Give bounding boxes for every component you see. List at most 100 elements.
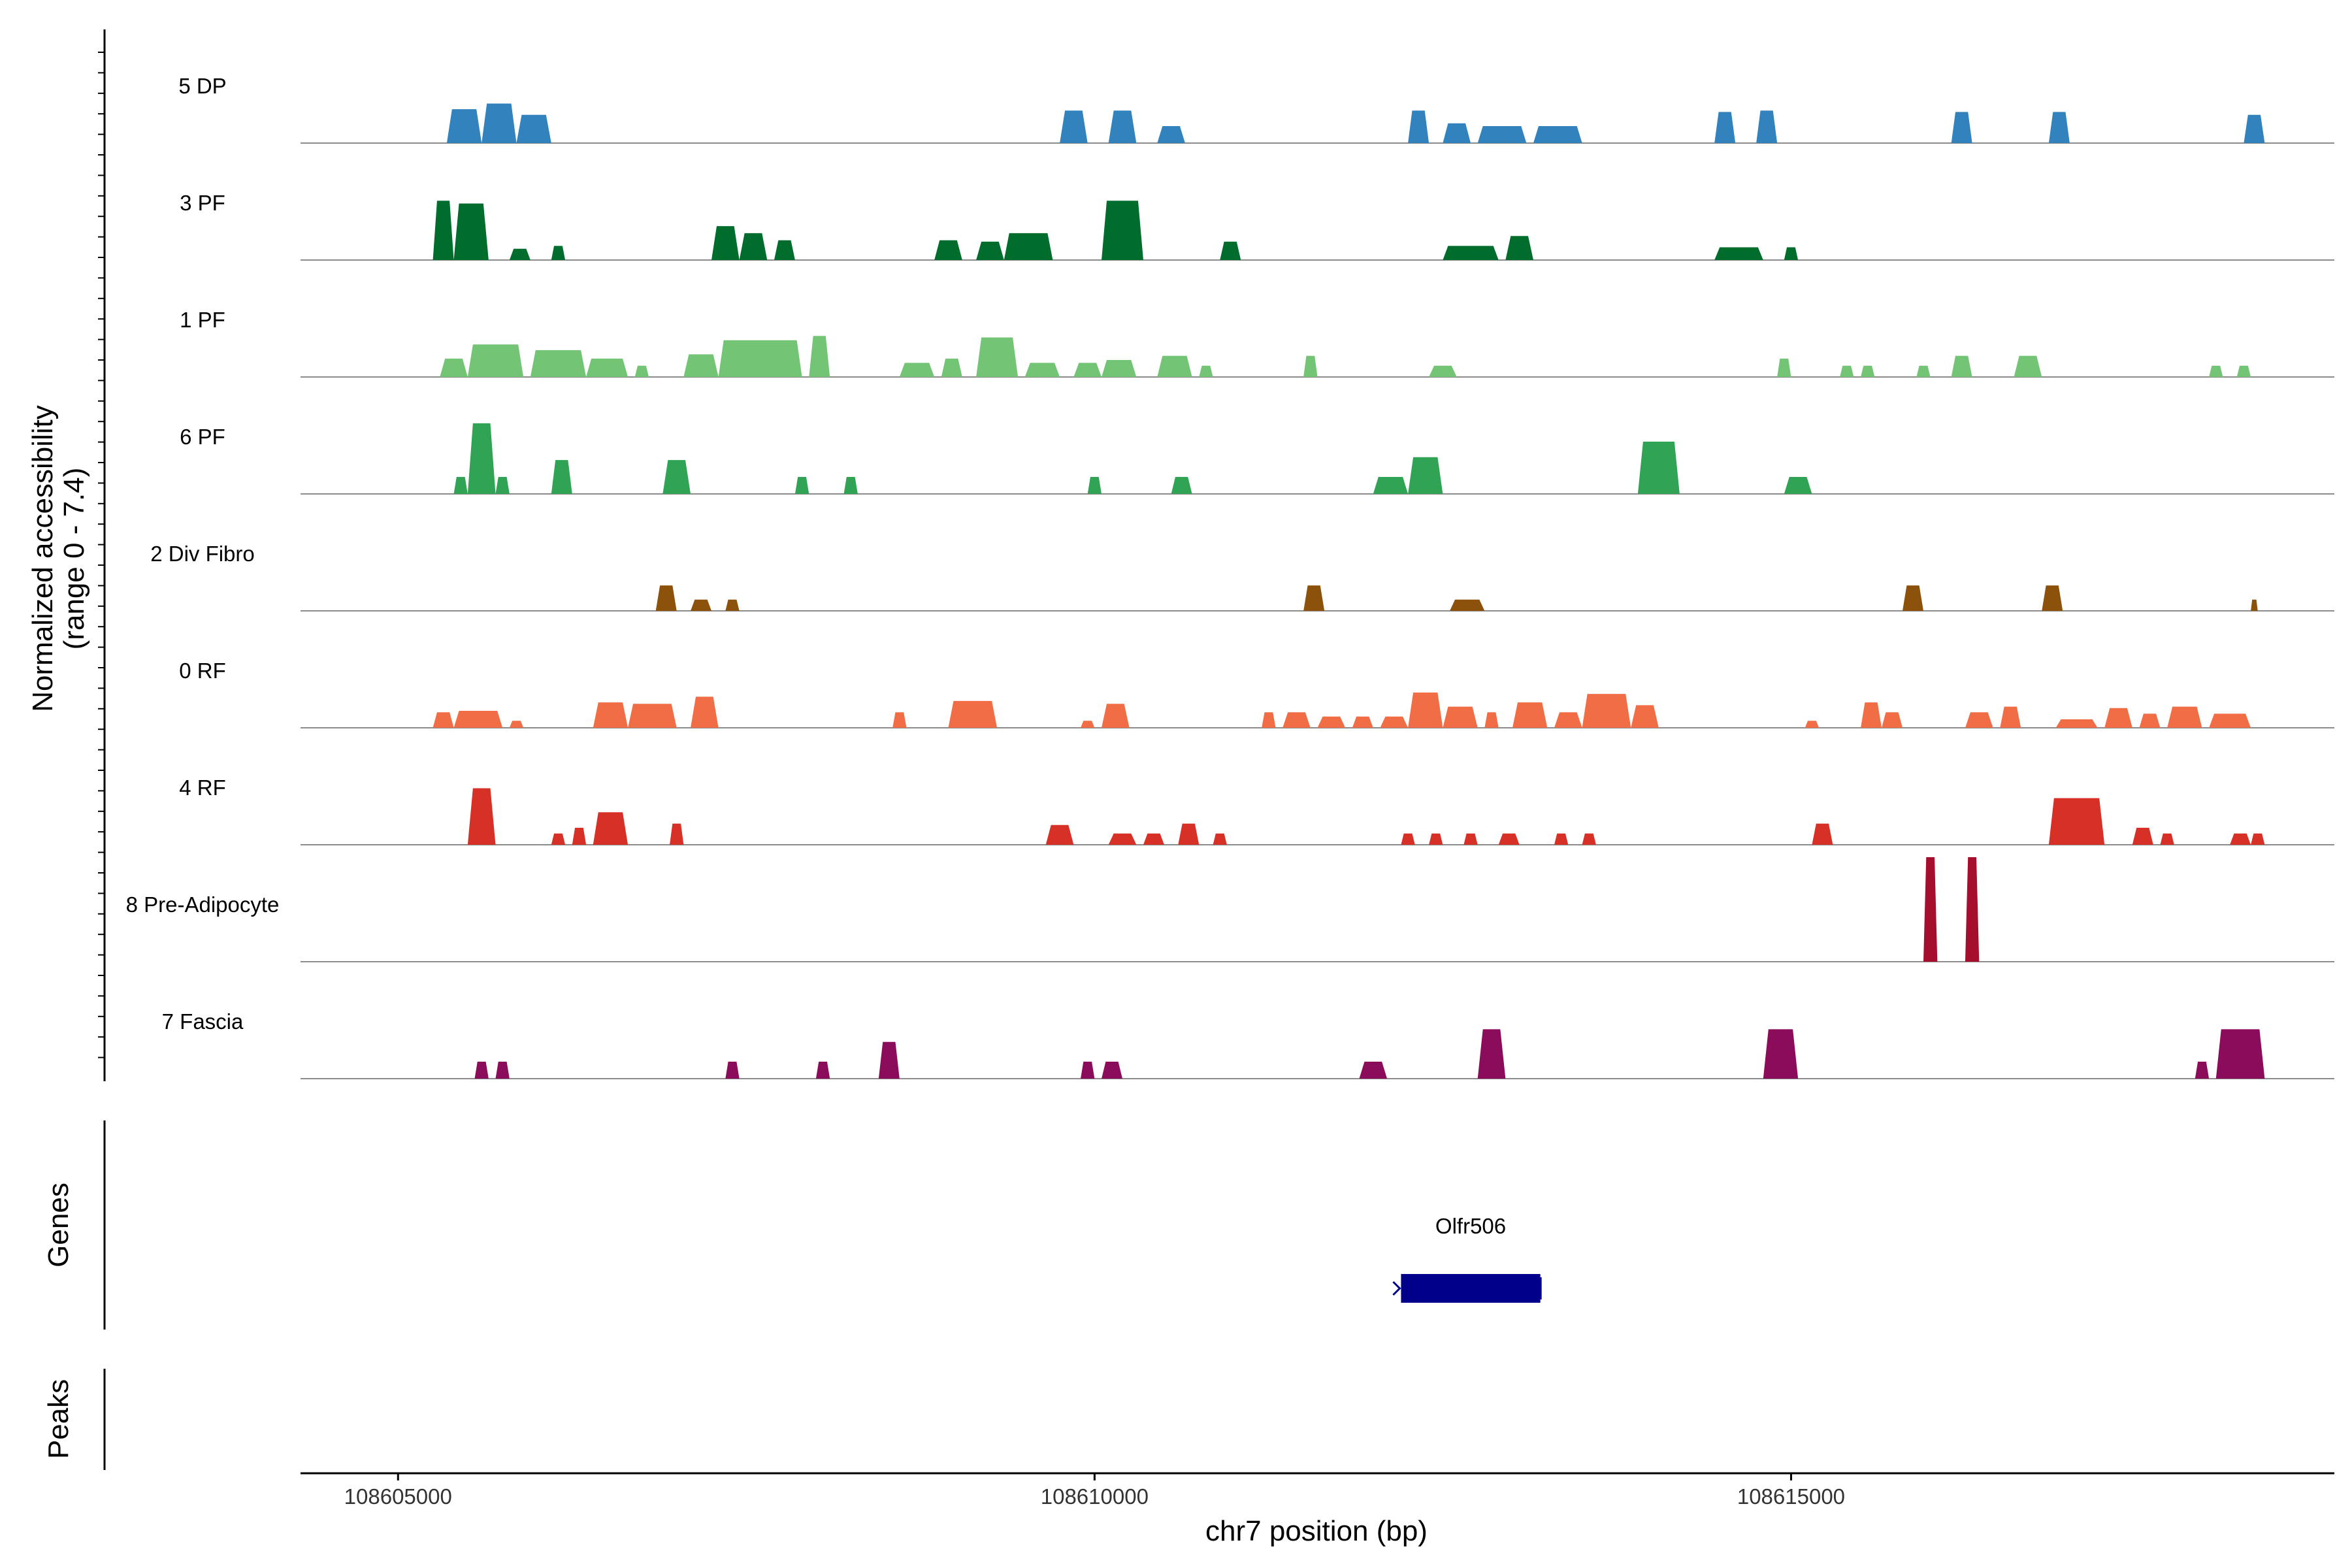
coverage-peak (1443, 123, 1471, 143)
coverage-peak (1108, 833, 1137, 845)
coverage-peak (1108, 110, 1137, 143)
track-8-pre-adipocyte: 8 Pre-Adipocyte (126, 857, 2334, 962)
coverage-peak (1004, 233, 1053, 260)
coverage-peak (691, 599, 711, 611)
coverage-peak (1443, 246, 1499, 260)
coverage-peak (1805, 721, 1820, 728)
coverage-peak (899, 363, 935, 377)
coverage-peak (1714, 247, 1763, 260)
coverage-peak (1763, 1029, 1799, 1079)
coverage-peak (1303, 585, 1325, 611)
coverage-peak (453, 477, 468, 494)
coverage-peak (1102, 201, 1143, 260)
coverage-peak (1463, 833, 1478, 845)
coverage-peak (1951, 112, 1972, 143)
coverage-peak (976, 337, 1019, 377)
coverage-peak (1408, 110, 1429, 143)
track-label: 5 DP (178, 74, 226, 98)
accessibility-tracks: 5 DP 3 PF 1 PF 6 PF 2 Div Fibro 0 RF 4 RF 8 Pre… (126, 74, 2334, 1079)
coverage-peak (662, 460, 691, 494)
coverage-peak (1714, 112, 1736, 143)
coverage-peak (725, 1062, 740, 1079)
genes-panel-title: Genes (42, 1183, 74, 1267)
x-axis-title: chr7 position (bp) (1205, 1515, 1428, 1547)
coverage-peak (1143, 833, 1164, 845)
coverage-peak (725, 599, 740, 611)
coverage-peak (843, 477, 858, 494)
coverage-peak (892, 712, 907, 728)
coverage-peak (1784, 247, 1799, 260)
coverage-peak (467, 344, 524, 377)
coverage-peak (1443, 706, 1478, 728)
coverage-peak (2251, 833, 2265, 845)
gene-label: Olfr506 (1435, 1214, 1506, 1238)
coverage-peak (495, 1062, 510, 1079)
track-5-dp: 5 DP (178, 74, 2334, 144)
coverage-peak (1450, 599, 1485, 611)
coverage-peak (1373, 477, 1409, 494)
coverage-peak (941, 358, 962, 377)
coverage-peak (1282, 712, 1311, 728)
coverage-peak (1505, 236, 1533, 260)
coverage-peak (670, 823, 684, 845)
coverage-peak (593, 812, 629, 845)
coverage-peak (495, 477, 510, 494)
coverage-peak (516, 114, 551, 143)
coverage-peak (1359, 1062, 1388, 1079)
coverage-peak (1484, 712, 1499, 728)
coverage-peak (628, 704, 677, 728)
coverage-peak (1408, 692, 1443, 728)
x-axis-tick-label: 108605000 (344, 1484, 452, 1509)
coverage-peak (634, 365, 649, 377)
coverage-peak (467, 423, 496, 494)
coverage-peak (467, 788, 496, 845)
coverage-peak (1024, 363, 1060, 377)
coverage-peak (1965, 712, 1993, 728)
coverage-peak (2160, 833, 2174, 845)
coverage-peak (1533, 126, 1582, 143)
coverage-peak (530, 350, 587, 377)
coverage-peak (1554, 833, 1569, 845)
track-2-div-fibro: 2 Div Fibro (150, 542, 2334, 612)
coverage-peak (934, 240, 962, 260)
track-label: 6 PF (180, 425, 225, 449)
coverage-peak (1408, 457, 1443, 494)
coverage-peak (453, 711, 503, 728)
coverage-peak (433, 712, 454, 728)
coverage-peak (1262, 712, 1276, 728)
coverage-peak (1631, 705, 1659, 728)
coverage-peak (1157, 355, 1192, 377)
coverage-peak (1861, 702, 1882, 728)
coverage-peak (1554, 712, 1582, 728)
coverage-peak (446, 109, 482, 143)
coverage-peak (1498, 833, 1520, 845)
coverage-peak (1861, 365, 1875, 377)
track-label: 4 RF (179, 776, 226, 800)
coverage-peak (1951, 355, 1972, 377)
track-label: 2 Div Fibro (150, 542, 255, 566)
coverage-peak (2104, 708, 2132, 728)
coverage-peak (551, 246, 566, 260)
coverage-peak (809, 336, 830, 377)
coverage-peak (1784, 477, 1812, 494)
coverage-peak (551, 833, 566, 845)
coverage-peak (976, 241, 1004, 260)
gene-strand-marker (1392, 1281, 1401, 1296)
coverage-peak (2048, 112, 2070, 143)
coverage-peak (1477, 126, 1527, 143)
coverage-peak (1401, 833, 1415, 845)
coverage-peak (1102, 1062, 1122, 1079)
coverage-peak (593, 702, 629, 728)
peaks-panel-title: Peaks (42, 1379, 74, 1459)
coverage-peak (2042, 585, 2063, 611)
track-label: 0 RF (179, 659, 226, 683)
coverage-peak (948, 700, 998, 728)
coverage-peak (2251, 599, 2258, 611)
coverage-peak (474, 1062, 489, 1079)
coverage-peak (440, 358, 468, 377)
coverage-peak (1512, 702, 1548, 728)
coverage-peak (774, 240, 795, 260)
coverage-peak (1429, 833, 1443, 845)
coverage-peak (1903, 585, 1924, 611)
coverage-peak (2132, 828, 2153, 845)
